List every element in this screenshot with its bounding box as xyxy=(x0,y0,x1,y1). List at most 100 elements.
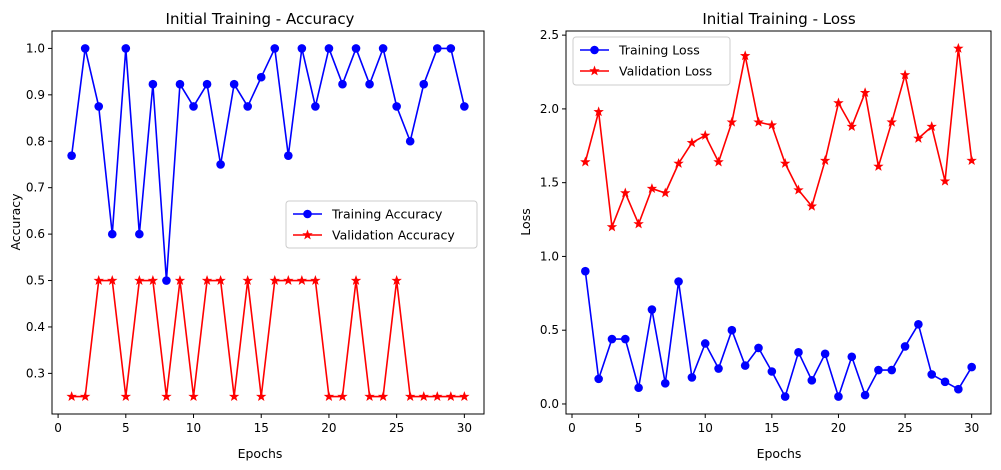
accuracy-data-point xyxy=(351,44,361,53)
loss-data-point xyxy=(700,339,710,348)
accuracy-legend-entry: Training Accuracy xyxy=(293,207,443,222)
accuracy-data-point xyxy=(66,391,77,402)
accuracy-data-point xyxy=(284,151,293,160)
loss-x-tick-label: 10 xyxy=(698,421,713,435)
loss-y-axis-label: Loss xyxy=(518,208,533,235)
accuracy-data-point xyxy=(323,391,335,402)
loss-data-point xyxy=(766,119,778,130)
accuracy-data-point xyxy=(161,391,172,402)
loss-data-point xyxy=(713,156,724,167)
loss-x-tick-label: 5 xyxy=(635,421,643,435)
loss-y-tick-label: 0.0 xyxy=(540,397,559,411)
loss-data-point xyxy=(834,392,843,401)
accuracy-data-point xyxy=(216,160,225,169)
accuracy-data-point xyxy=(202,79,212,89)
accuracy-data-point xyxy=(175,79,185,89)
loss-series-training xyxy=(581,266,976,401)
loss-x-tick-label: 0 xyxy=(568,421,576,435)
accuracy-data-point xyxy=(67,151,76,160)
loss-data-point xyxy=(607,334,617,344)
loss-y-tick-label: 2.0 xyxy=(540,102,559,116)
loss-chart-title: Initial Training - Loss xyxy=(702,10,855,28)
accuracy-data-point xyxy=(350,275,362,285)
accuracy-data-point xyxy=(243,102,252,111)
accuracy-data-point xyxy=(311,102,320,111)
loss-data-point xyxy=(727,325,737,335)
accuracy-y-axis-label: Accuracy xyxy=(8,193,23,251)
loss-x-tick-label: 30 xyxy=(964,421,979,435)
loss-series-line xyxy=(584,271,973,398)
loss-data-point xyxy=(634,383,643,393)
accuracy-data-point xyxy=(189,102,198,111)
loss-data-point xyxy=(740,361,750,370)
loss-legend-marker xyxy=(589,65,600,76)
accuracy-data-point xyxy=(283,275,294,285)
loss-y-tick-label: 1.0 xyxy=(540,249,559,263)
loss-data-point xyxy=(887,365,897,375)
accuracy-data-point xyxy=(269,275,280,285)
accuracy-data-point xyxy=(228,391,240,402)
loss-data-point xyxy=(580,156,591,167)
loss-data-point xyxy=(846,121,857,132)
loss-data-point xyxy=(807,376,817,385)
accuracy-data-point xyxy=(188,391,199,402)
loss-y-tick-label: 1.5 xyxy=(540,176,559,190)
accuracy-data-point xyxy=(256,391,267,402)
accuracy-data-point xyxy=(107,275,118,285)
accuracy-legend-entry: Validation Accuracy xyxy=(293,228,455,243)
loss-x-tick-label: 20 xyxy=(831,421,846,435)
accuracy-y-tick-label: 0.4 xyxy=(26,320,45,334)
accuracy-series-line xyxy=(71,279,465,398)
accuracy-data-point xyxy=(229,79,239,89)
accuracy-data-point xyxy=(419,79,429,89)
loss-data-point xyxy=(779,158,791,168)
loss-data-point xyxy=(660,379,670,388)
loss-data-point xyxy=(860,390,870,400)
accuracy-data-point xyxy=(121,44,131,53)
accuracy-x-tick-label: 10 xyxy=(186,421,201,435)
loss-series-line xyxy=(584,47,973,228)
loss-data-point xyxy=(900,342,910,351)
loss-data-point xyxy=(914,319,923,329)
loss-data-point xyxy=(794,348,803,357)
loss-y-tick-label: 2.5 xyxy=(540,28,559,42)
accuracy-data-point xyxy=(296,275,308,285)
loss-x-tick-label: 15 xyxy=(764,421,779,435)
accuracy-data-point xyxy=(392,102,401,111)
loss-data-point xyxy=(859,87,871,98)
accuracy-x-axis-label: Epochs xyxy=(238,446,283,461)
loss-data-point xyxy=(833,97,844,108)
loss-legend-marker xyxy=(590,45,599,55)
accuracy-legend-label: Validation Accuracy xyxy=(332,228,455,243)
loss-data-point xyxy=(793,184,804,195)
accuracy-y-tick-label: 0.3 xyxy=(26,366,45,380)
loss-data-point xyxy=(581,266,590,276)
accuracy-x-tick-label: 30 xyxy=(457,421,472,435)
accuracy-data-point xyxy=(134,275,145,285)
accuracy-data-point xyxy=(242,275,253,285)
accuracy-series-line xyxy=(70,47,466,282)
accuracy-legend: Training Accuracy Validation Accuracy xyxy=(285,200,478,249)
loss-data-point xyxy=(620,187,631,198)
accuracy-data-point xyxy=(162,276,171,285)
loss-data-point xyxy=(953,42,964,53)
loss-data-point xyxy=(913,132,924,143)
loss-data-point xyxy=(687,373,697,382)
loss-legend-entry: Validation Loss xyxy=(580,64,712,79)
loss-data-point xyxy=(754,343,763,353)
loss-legend: Training Loss Validation Loss xyxy=(572,36,731,86)
loss-data-point xyxy=(926,121,937,132)
loss-data-point xyxy=(646,183,658,193)
accuracy-legend-box xyxy=(285,200,478,249)
accuracy-data-point xyxy=(418,391,429,402)
accuracy-data-point xyxy=(135,229,144,239)
loss-data-point xyxy=(874,365,883,375)
accuracy-x-tick-label: 25 xyxy=(389,421,404,435)
loss-data-point xyxy=(674,277,683,286)
accuracy-x-tick-label: 15 xyxy=(254,421,269,435)
accuracy-data-point xyxy=(460,102,469,111)
accuracy-y-tick-label: 0.9 xyxy=(26,88,45,102)
loss-legend-entry: Training Loss xyxy=(580,43,700,58)
accuracy-plot-frame xyxy=(51,30,485,415)
